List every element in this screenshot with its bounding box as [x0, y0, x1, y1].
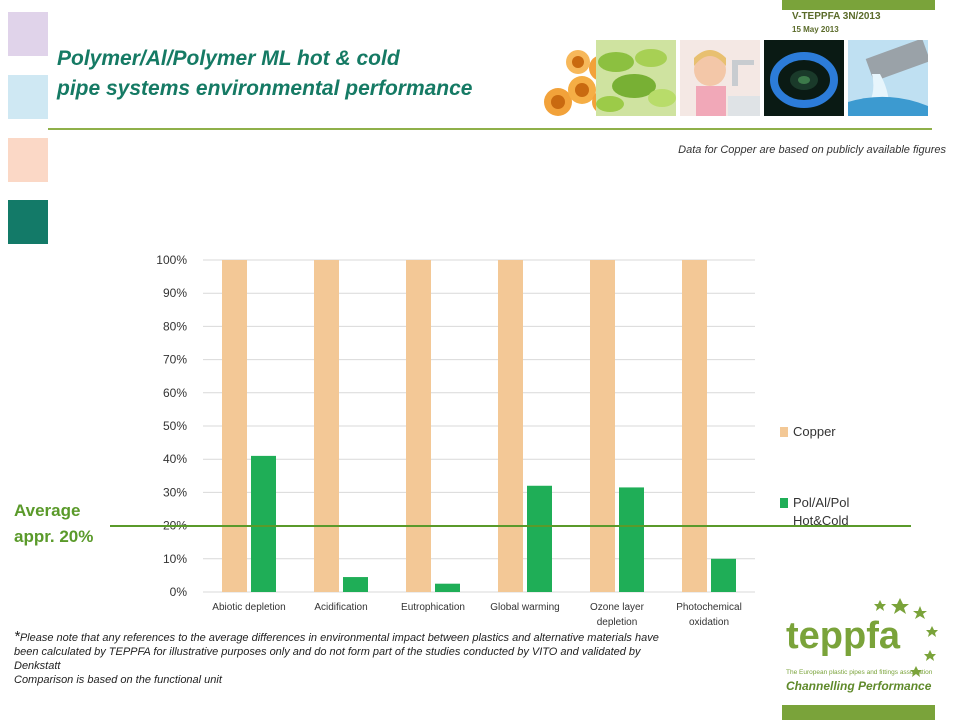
legend-label-pol-al-pol: Pol/Al/Pol Hot&Cold	[793, 495, 850, 528]
x-tick-label: depletion	[597, 617, 638, 628]
green-leaves-photo	[596, 40, 676, 116]
water-pipe-photo	[848, 40, 928, 116]
decor-square-4	[8, 200, 48, 244]
legend-label-copper: Copper	[793, 424, 836, 439]
bar-pol-al-pol	[251, 455, 276, 592]
legend-swatch-pol-al-pol	[780, 498, 788, 508]
x-tick-label: Global warming	[490, 602, 559, 613]
page-title: Polymer/Al/Polymer ML hot & cold pipe sy…	[57, 44, 472, 104]
footnote-text: Please note that any references to the a…	[14, 632, 659, 672]
teppfa-logo-graphic: teppfa The European plastic pipes and fi…	[786, 598, 938, 693]
y-tick-label: 100%	[156, 253, 187, 267]
bar-pol-al-pol	[711, 558, 736, 592]
y-tick-label: 50%	[163, 419, 187, 433]
bar-copper	[498, 260, 523, 592]
document-reference: V-TEPPFA 3N/2013	[792, 11, 881, 22]
x-tick-label: Abiotic depletion	[212, 602, 285, 613]
bar-pol-al-pol	[343, 577, 368, 592]
y-tick-label: 60%	[163, 386, 187, 400]
footnote: *Please note that any references to the …	[14, 628, 674, 687]
logo-tagline: Channelling Performance	[786, 679, 932, 693]
x-tick-label: Eutrophication	[401, 602, 465, 613]
bar-pol-al-pol	[619, 487, 644, 592]
x-tick-label: Photochemical	[676, 602, 742, 613]
logo-subtitle: The European plastic pipes and fittings …	[786, 669, 933, 676]
document-date: 15 May 2013	[792, 25, 839, 34]
footer-accent-bar	[782, 705, 935, 720]
average-label: Average appr. 20%	[14, 501, 94, 546]
child-at-tap-photo	[680, 40, 760, 116]
gas-flame-photo	[764, 40, 844, 116]
teppfa-logo: teppfa The European plastic pipes and fi…	[782, 592, 942, 704]
y-tick-label: 10%	[163, 552, 187, 566]
y-tick-label: 80%	[163, 319, 187, 333]
footnote-star: *	[14, 628, 20, 645]
legend-swatch-copper	[780, 427, 788, 437]
title-divider	[48, 128, 932, 130]
x-tick-label: Acidification	[314, 602, 367, 613]
bar-pol-al-pol	[527, 485, 552, 592]
footnote-functional-unit: Comparison is based on the functional un…	[14, 674, 222, 686]
decor-square-3	[8, 138, 48, 182]
decor-square-2	[8, 75, 48, 119]
header-accent-bar	[782, 0, 935, 10]
bar-copper	[682, 260, 707, 592]
y-tick-label: 40%	[163, 452, 187, 466]
bar-copper	[406, 260, 431, 592]
logo-wordmark: teppfa	[786, 615, 901, 657]
title-line-1: Polymer/Al/Polymer ML hot & cold	[57, 47, 400, 70]
average-line	[110, 524, 911, 527]
y-tick-label: 70%	[163, 353, 187, 367]
x-tick-label: oxidation	[689, 617, 729, 628]
y-tick-label: 90%	[163, 286, 187, 300]
bar-pol-al-pol	[435, 583, 460, 592]
decor-square-1	[8, 12, 48, 56]
x-tick-label: Ozone layer	[590, 602, 645, 613]
y-tick-label: 0%	[170, 585, 188, 599]
bar-copper	[222, 260, 247, 592]
copper-data-note: Data for Copper are based on publicly av…	[678, 144, 946, 156]
bar-copper	[314, 260, 339, 592]
title-line-2: pipe systems environmental performance	[57, 77, 473, 100]
y-tick-label: 30%	[163, 485, 187, 499]
bar-copper	[590, 260, 615, 592]
